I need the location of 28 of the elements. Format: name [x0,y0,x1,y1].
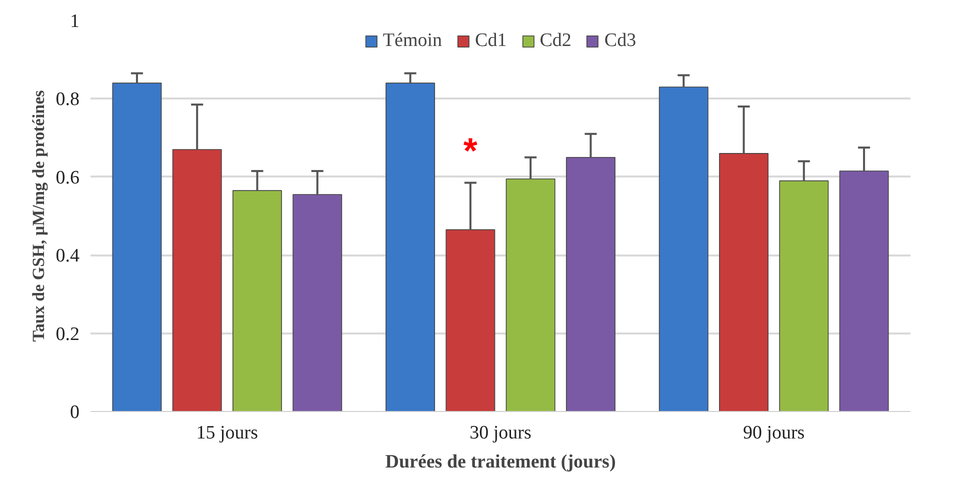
legend-label: Cd3 [604,30,636,52]
y-tick-label: 0 [70,402,80,423]
x-axis-title: Durées de traitement (jours) [385,452,616,472]
legend-label: Témoin [382,30,442,52]
y-tick-label: 0.6 [56,167,80,188]
bar [839,170,889,412]
bar [446,229,496,412]
legend-label: Cd1 [475,30,507,52]
x-tick-label: 15 jours [196,422,258,444]
bar [292,194,342,412]
bar [232,190,282,412]
legend-label: Cd2 [540,30,572,52]
x-tick-label: 90 jours [742,422,805,444]
bar [506,178,556,412]
y-tick-label: 1 [70,11,80,32]
bar [719,153,768,412]
y-tick-label: 0.4 [56,246,80,267]
bar [779,180,829,412]
y-axis-title: Taux de GSH, µM/mg de protéines [28,90,48,342]
data-label: * [463,130,478,172]
y-tick-label: 0.2 [56,324,80,345]
x-tick-label: 30 jours [470,422,532,444]
bar [386,82,436,412]
bar [658,86,708,412]
bar [566,156,616,412]
y-tick-label: 0.8 [56,89,80,110]
bar [112,82,162,412]
bar [172,149,222,412]
